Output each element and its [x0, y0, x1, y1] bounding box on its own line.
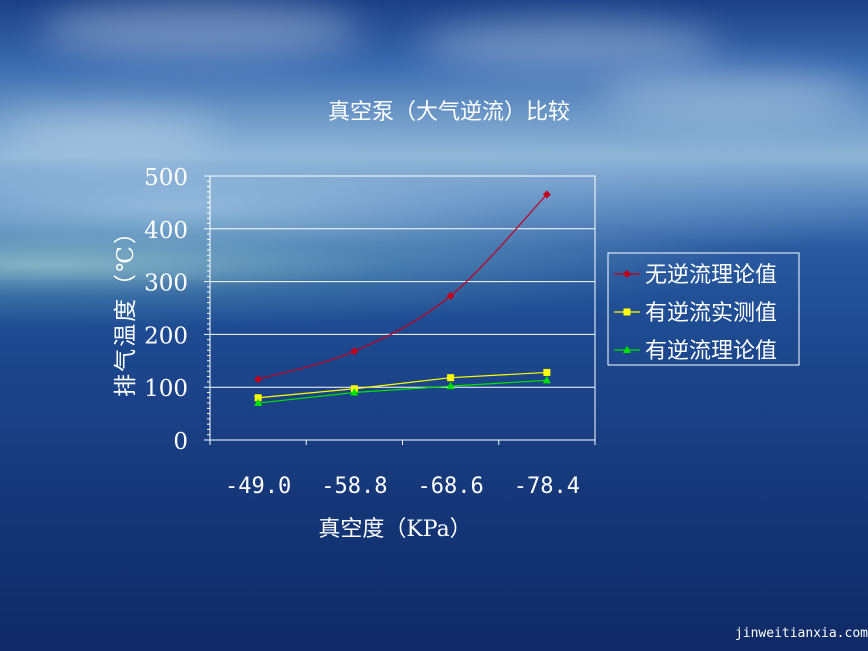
data-point: [543, 368, 551, 376]
legend-marker: [623, 270, 631, 278]
y-axis: 0 100 200 300 400 500: [144, 165, 210, 455]
y-tick-label: 0: [173, 429, 188, 455]
x-tick-label: -68.6: [418, 474, 484, 499]
y-tick-label: 200: [144, 323, 188, 349]
x-axis: -49.0 -58.8 -68.6 -78.4: [209, 440, 596, 499]
y-axis-label: 排气温度（℃）: [113, 219, 139, 397]
legend-box: [607, 252, 800, 366]
legend-label: 无逆流理论值: [645, 263, 777, 288]
x-tick-label: -78.4: [514, 474, 580, 499]
legend-label: 有逆流实测值: [645, 301, 777, 326]
watermark: jinweitianxia.com: [734, 626, 868, 641]
data-point: [447, 374, 455, 382]
data-point: [350, 387, 359, 396]
series-line: [257, 194, 548, 380]
y-tick-label: 100: [144, 376, 188, 402]
data-point: [446, 381, 455, 390]
y-tick-label: 400: [144, 218, 188, 244]
data-point: [542, 375, 551, 384]
legend-marker: [623, 345, 631, 353]
data-point: [254, 375, 263, 384]
x-axis-label: 真空度（KPa）: [318, 517, 471, 542]
data-point: [254, 398, 263, 407]
series: [254, 190, 551, 407]
gridlines: [210, 228, 595, 388]
y-tick-label: 300: [144, 271, 188, 297]
series-line: [258, 371, 547, 399]
data-point: [446, 291, 455, 300]
x-tick-label: -49.0: [225, 474, 291, 499]
y-tick-label: 500: [144, 165, 188, 191]
chart-title: 真空泵（大气逆流）比较: [328, 100, 570, 125]
data-point: [542, 190, 551, 199]
data-point: [350, 347, 359, 356]
series-line: [258, 379, 547, 404]
legend-marker: [623, 308, 631, 316]
legend-label: 有逆流理论值: [645, 339, 777, 364]
plot-area: [209, 175, 596, 441]
x-tick-label: -58.8: [321, 474, 387, 499]
data-point: [254, 394, 262, 402]
